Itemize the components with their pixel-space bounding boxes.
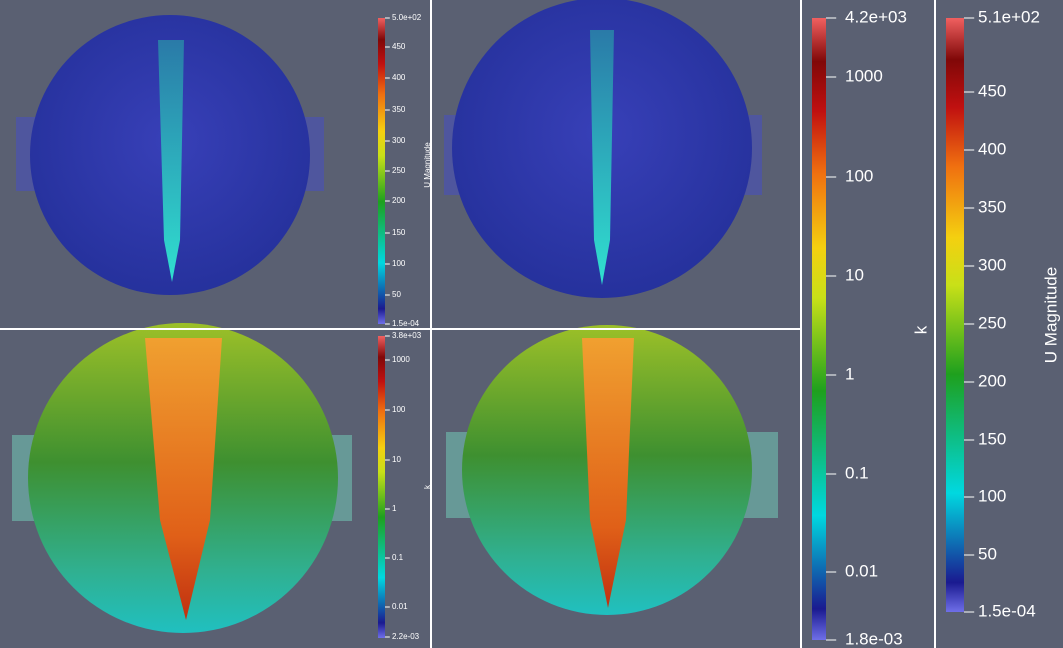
panel-top-left	[16, 15, 324, 295]
tick-label: 350	[978, 197, 1006, 216]
separators	[0, 0, 936, 648]
tick-label: 1.8e-03	[845, 629, 903, 648]
tick-label: 0.01	[392, 602, 408, 611]
tick-label: 100	[392, 259, 406, 268]
tick-label: 100	[392, 405, 406, 414]
colorbar-title: U Magnitude	[423, 142, 432, 188]
colorbar	[812, 18, 826, 640]
tick-label: 450	[978, 81, 1006, 100]
tick-label: 450	[392, 42, 406, 51]
tick-label: 3.8e+03	[392, 331, 422, 340]
tick-label: 400	[392, 73, 406, 82]
colorbar	[378, 18, 385, 324]
tick-label: 1.5e-04	[978, 601, 1036, 620]
colorbar-title: U Magnitude	[1041, 267, 1060, 363]
tick-label: 250	[392, 166, 406, 175]
tick-label: 1.5e-04	[392, 319, 420, 328]
tick-label: 400	[978, 139, 1006, 158]
tick-label: 100	[978, 486, 1006, 505]
tick-label: 50	[392, 290, 401, 299]
panel-bottom-middle	[446, 325, 778, 615]
tick-label: 5.0e+02	[392, 13, 422, 22]
tick-label: 1	[845, 364, 854, 383]
tick-label: 150	[392, 228, 406, 237]
panel-top-middle	[444, 0, 762, 298]
tick-label: 1000	[845, 66, 883, 85]
colorbar	[378, 336, 385, 638]
tick-label: 1	[392, 504, 397, 513]
tick-label: 200	[392, 196, 406, 205]
tick-label: 10	[392, 455, 401, 464]
tick-label: 50	[978, 544, 997, 563]
colorbar-title: k	[423, 484, 432, 489]
tick-label: 5.1e+02	[978, 7, 1040, 26]
tick-label: 0.01	[845, 561, 878, 580]
tick-label: 0.1	[392, 553, 404, 562]
tick-label: 350	[392, 105, 406, 114]
tick-label: 4.2e+03	[845, 7, 907, 26]
tick-label: 10	[845, 265, 864, 284]
tick-label: 250	[978, 313, 1006, 332]
colorbar-title: k	[911, 325, 930, 334]
colorbar	[946, 18, 964, 612]
tick-label: 200	[978, 371, 1006, 390]
tick-label: 0.1	[845, 463, 869, 482]
tick-label: 300	[392, 136, 406, 145]
tick-label: 150	[978, 429, 1006, 448]
tick-label: 100	[845, 166, 873, 185]
tick-label: 300	[978, 255, 1006, 274]
tick-label: 2.2e-03	[392, 632, 420, 641]
panel-bottom-left	[12, 323, 352, 633]
tick-label: 1000	[392, 355, 410, 364]
